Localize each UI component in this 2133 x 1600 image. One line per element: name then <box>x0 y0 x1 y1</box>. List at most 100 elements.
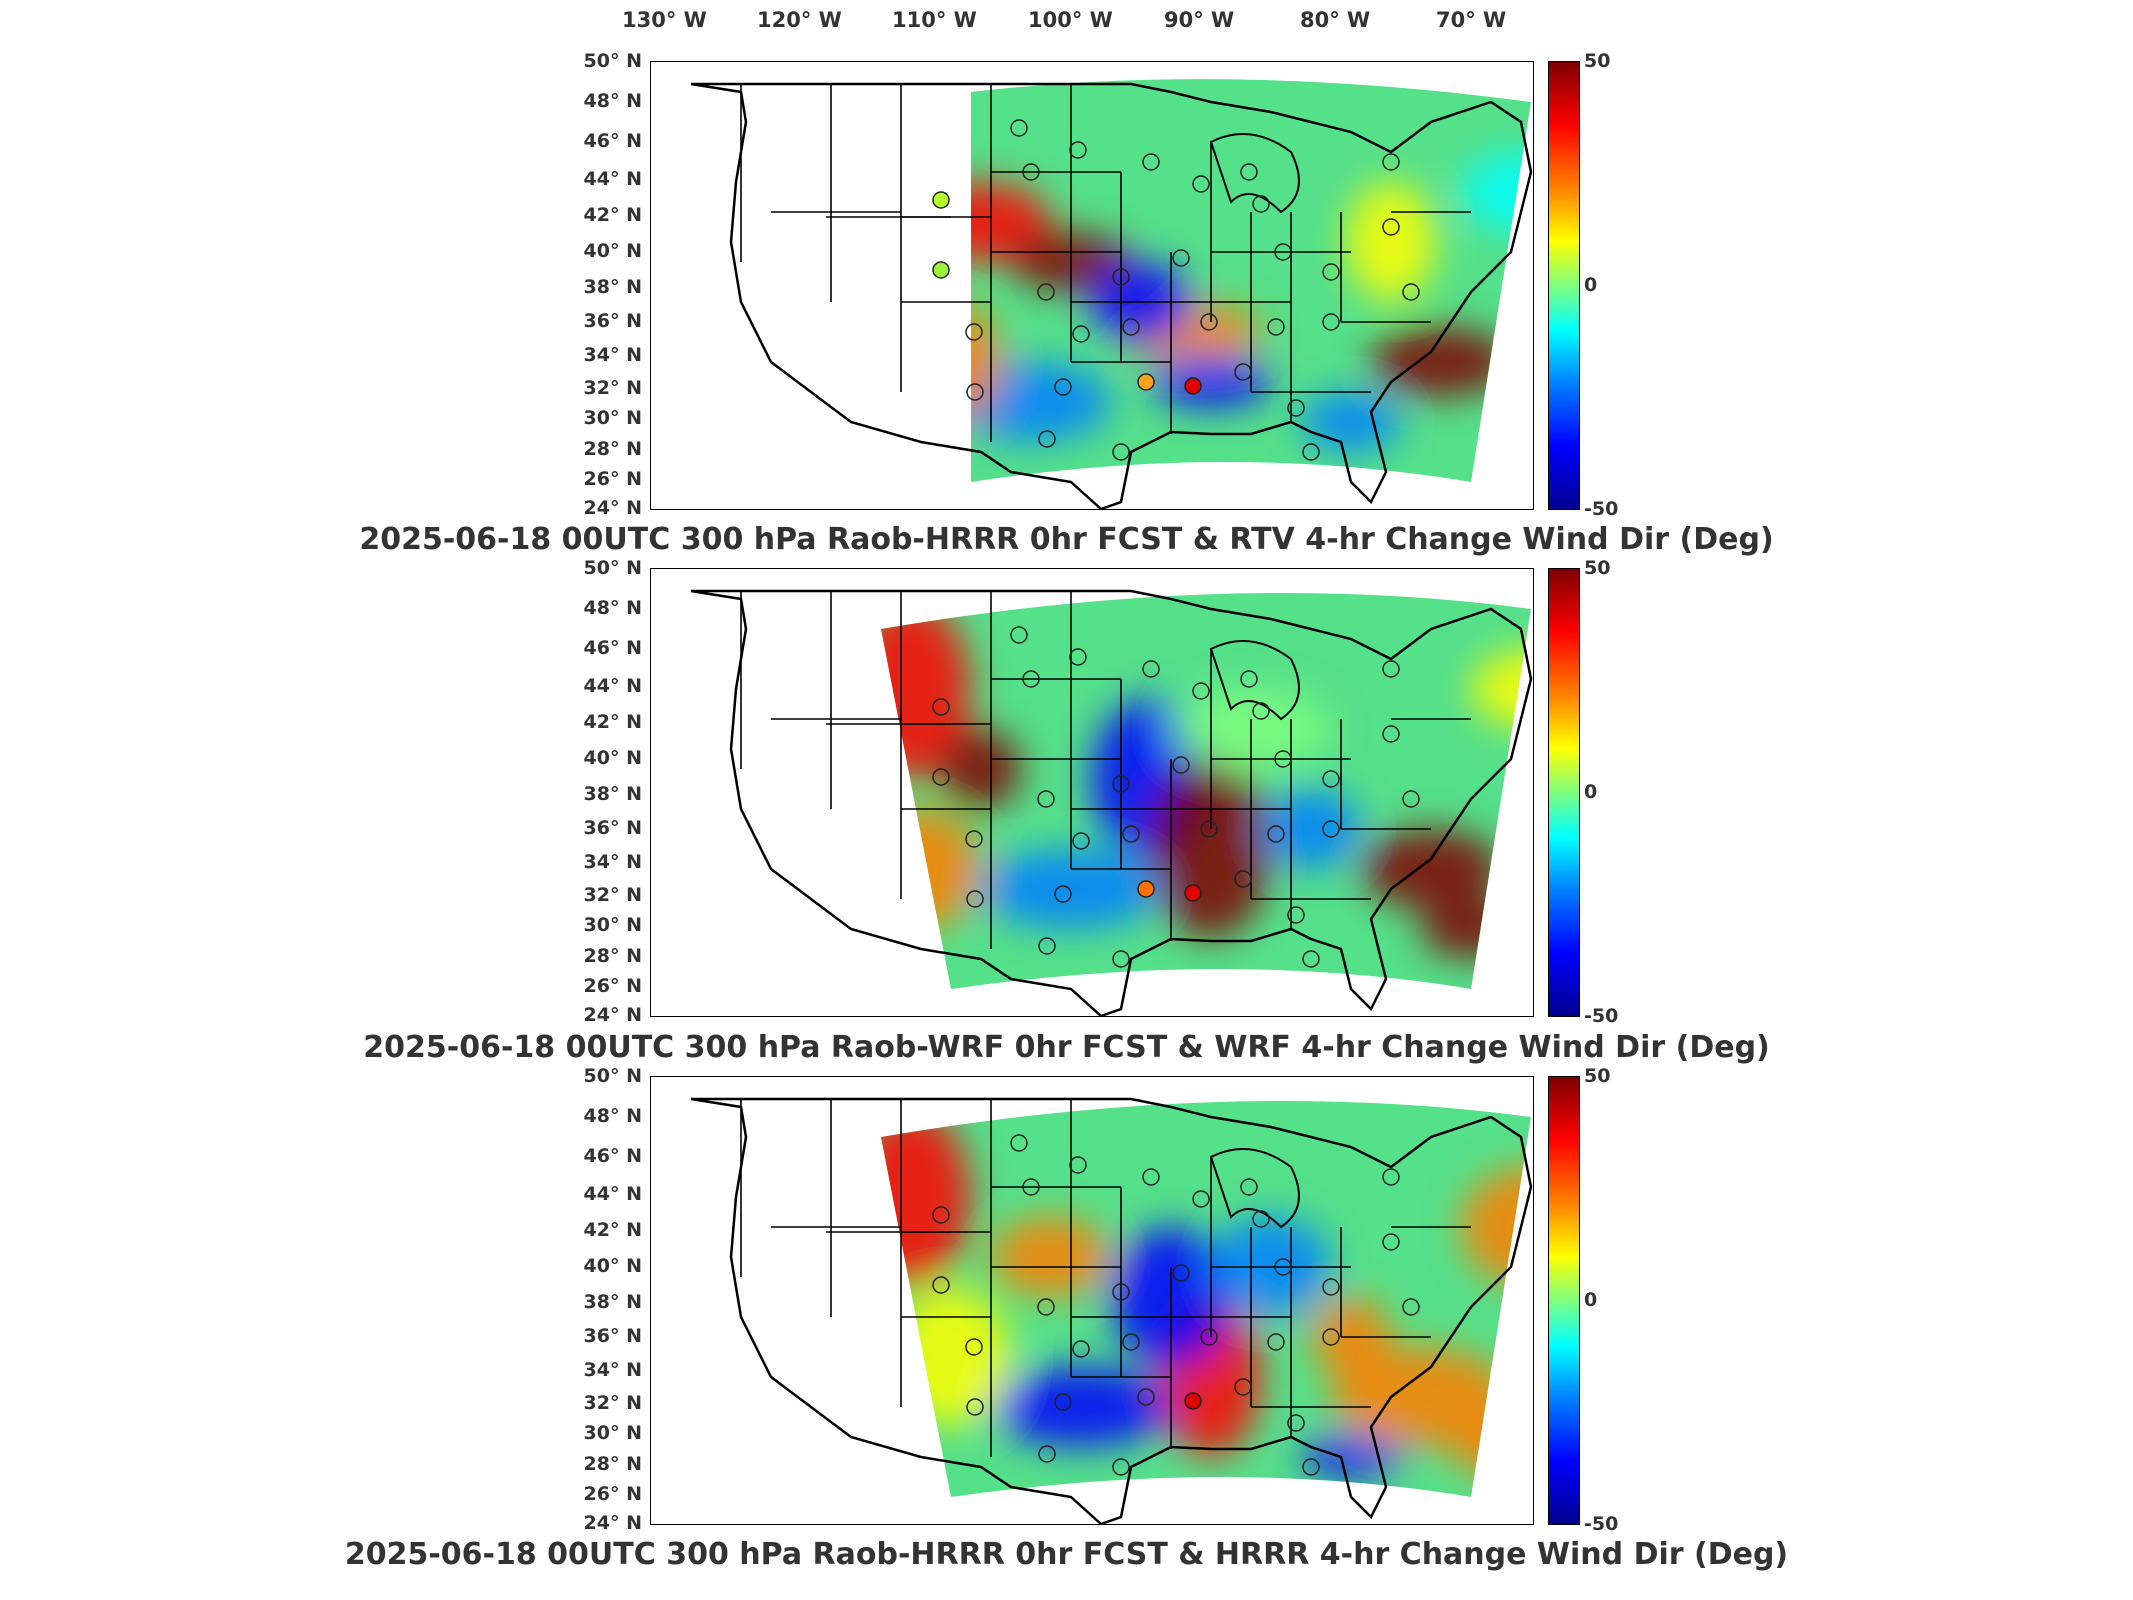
raob-station-marker <box>1112 950 1130 968</box>
colorbar <box>1548 61 1580 510</box>
lat-label: 28° N <box>583 945 642 967</box>
lon-label: 90° W <box>1164 8 1235 32</box>
lat-label: 26° N <box>583 975 642 997</box>
raob-station-marker <box>932 1276 950 1294</box>
raob-station-marker <box>966 1398 984 1416</box>
lat-label: 48° N <box>583 90 642 112</box>
field-anomaly <box>881 1107 971 1287</box>
lat-label: 30° N <box>583 1422 642 1444</box>
lat-label: 34° N <box>583 1359 642 1381</box>
lon-label: 100° W <box>1028 8 1113 32</box>
raob-station-marker <box>1038 1445 1056 1463</box>
model-field <box>881 593 1531 989</box>
colorbar-min-label: -50 <box>1584 1005 1619 1027</box>
raob-station-marker <box>1069 648 1087 666</box>
raob-station-marker <box>1240 163 1258 181</box>
raob-station-marker <box>1172 249 1190 267</box>
lat-label: 40° N <box>583 747 642 769</box>
raob-station-marker <box>966 890 984 908</box>
raob-station-marker <box>1287 906 1305 924</box>
lat-label: 28° N <box>583 1453 642 1475</box>
lat-label: 42° N <box>583 1219 642 1241</box>
raob-station-marker <box>1322 1328 1340 1346</box>
field-anomaly <box>1151 357 1271 407</box>
raob-station-marker <box>1252 195 1270 213</box>
lat-label: 24° N <box>583 1004 642 1026</box>
lat-label: 34° N <box>583 344 642 366</box>
panel-title: 2025-06-18 00UTC 300 hPa Raob-HRRR 0hr F… <box>344 1537 1789 1572</box>
field-anomaly <box>941 729 1021 809</box>
map-area <box>650 61 1534 510</box>
model-field <box>866 79 1531 483</box>
lat-label: 40° N <box>583 240 642 262</box>
raob-station-marker <box>1382 153 1400 171</box>
lat-label: 44° N <box>583 675 642 697</box>
raob-station-marker <box>1184 377 1202 395</box>
colorbar-max-label: 50 <box>1584 1065 1611 1087</box>
lat-label: 50° N <box>583 50 642 72</box>
colorbar-min-label: -50 <box>1584 498 1619 520</box>
field-anomaly <box>991 1367 1171 1447</box>
raob-station-marker <box>1267 825 1285 843</box>
field-anomaly <box>1151 759 1271 939</box>
field-anomaly <box>971 182 1051 262</box>
raob-station-marker <box>1402 790 1420 808</box>
raob-station-marker <box>1122 825 1140 843</box>
raob-station-marker <box>1010 119 1028 137</box>
lat-label: 26° N <box>583 1483 642 1505</box>
lat-label: 44° N <box>583 168 642 190</box>
raob-station-marker <box>1069 141 1087 159</box>
country-outline <box>690 82 1533 509</box>
colorbar-mid-label: 0 <box>1584 1289 1598 1311</box>
country-outline <box>690 1097 1533 1524</box>
raob-station-marker <box>932 768 950 786</box>
raob-station-marker <box>1267 1333 1285 1351</box>
raob-station-marker <box>1172 756 1190 774</box>
raob-station-marker <box>1037 283 1055 301</box>
colorbar-mid-label: 0 <box>1584 781 1598 803</box>
lat-label: 36° N <box>583 817 642 839</box>
raob-station-marker <box>965 830 983 848</box>
map-area <box>650 568 1534 1017</box>
great-lakes <box>1209 133 1300 214</box>
raob-station-marker <box>932 1206 950 1224</box>
lat-label: 50° N <box>583 1065 642 1087</box>
lon-label: 120° W <box>757 8 842 32</box>
lat-label: 44° N <box>583 1183 642 1205</box>
lat-label: 36° N <box>583 1325 642 1347</box>
lat-label: 32° N <box>583 884 642 906</box>
raob-station-marker <box>1240 670 1258 688</box>
field-anomaly <box>1361 829 1501 909</box>
raob-station-marker <box>1274 750 1292 768</box>
raob-station-marker <box>1200 313 1218 331</box>
raob-station-marker <box>1038 937 1056 955</box>
raob-station-marker <box>1112 1458 1130 1476</box>
raob-station-marker <box>965 323 983 341</box>
raob-station-marker <box>932 261 950 279</box>
raob-station-marker <box>932 191 950 209</box>
colorbar <box>1548 568 1580 1017</box>
field-anomaly <box>881 809 981 929</box>
raob-station-marker <box>1184 884 1202 902</box>
lat-label: 36° N <box>583 310 642 332</box>
lon-label: 80° W <box>1300 8 1371 32</box>
raob-station-marker <box>1069 1156 1087 1174</box>
raob-station-marker <box>1252 702 1270 720</box>
field-anomaly <box>1471 649 1531 729</box>
map-area <box>650 1076 1534 1525</box>
raob-station-marker <box>1112 268 1130 286</box>
great-lakes <box>1209 640 1300 721</box>
field-anomaly <box>866 182 916 342</box>
lat-label: 40° N <box>583 1255 642 1277</box>
raob-station-marker <box>1382 1168 1400 1186</box>
lat-label: 38° N <box>583 1291 642 1313</box>
lat-label: 34° N <box>583 851 642 873</box>
raob-station-marker <box>1302 1458 1320 1476</box>
raob-station-marker <box>1142 153 1160 171</box>
raob-station-marker <box>1122 318 1140 336</box>
panel-title: 2025-06-18 00UTC 300 hPa Raob-HRRR 0hr F… <box>359 522 1774 557</box>
raob-station-marker <box>932 698 950 716</box>
lat-label: 38° N <box>583 783 642 805</box>
raob-station-marker <box>1010 1134 1028 1152</box>
raob-station-marker <box>1112 775 1130 793</box>
